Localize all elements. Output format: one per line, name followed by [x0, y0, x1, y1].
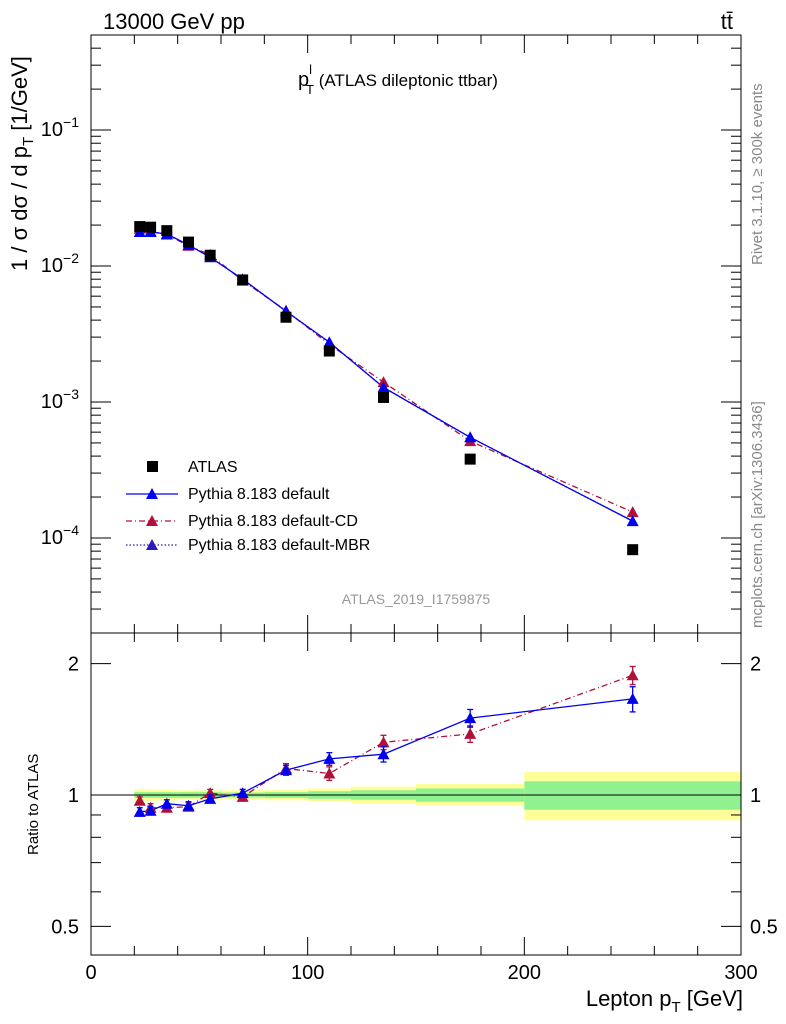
ratio-marker-default [144, 804, 157, 816]
x-tick-label: 200 [508, 962, 541, 984]
x-tick-label: 0 [85, 962, 96, 984]
ratio-marker-default [204, 792, 217, 804]
main-y-tick-labels: 10−4 10−3 10−2 10−1 [41, 114, 79, 549]
marker-default [323, 336, 336, 348]
ratio-marker-default-cd [133, 794, 146, 806]
marker-atlas [464, 453, 476, 465]
x-tick-labels: 0 100 200 300 [85, 962, 757, 984]
ratio-marker-default [280, 764, 292, 776]
marker-atlas [145, 221, 157, 233]
band-inner [524, 781, 741, 810]
marker-atlas [161, 225, 173, 237]
legend-label-mbr: Pythia 8.183 default-MBR [188, 537, 370, 554]
ratio-y-tick-label-right: 2 [750, 654, 761, 676]
main-y-tick-label: 10−4 [41, 522, 79, 549]
main-ylabel-sub: T [20, 137, 37, 146]
x-axis-label-sub: T [671, 999, 680, 1016]
x-axis-label-part1: Lepton p [586, 986, 672, 1011]
ratio-y-tick-label-right: 0.5 [750, 916, 778, 938]
legend-marker-mbr [146, 539, 158, 550]
ratio-marker-default [160, 797, 173, 809]
ratio-marker-default [182, 799, 195, 811]
marker-atlas [280, 311, 292, 323]
marker-atlas [237, 274, 249, 286]
x-axis-label: Lepton pT [GeV] [586, 986, 743, 1016]
main-y-tick-label: 10−2 [41, 250, 79, 277]
main-ylabel-part2: [1/GeV] [7, 56, 32, 137]
plot-title-sup: l [309, 62, 312, 77]
x-axis-label-part2: [GeV] [681, 986, 743, 1011]
x-tick-label: 300 [724, 962, 757, 984]
series-line-default-mbr [139, 231, 633, 522]
legend-marker-cd [146, 515, 158, 526]
ratio-series-layer [133, 665, 639, 817]
ratio-y-tick-label: 2 [68, 654, 79, 676]
plot-title-sub: T [306, 82, 314, 97]
legend-marker-atlas [147, 461, 158, 472]
legend-label-cd: Pythia 8.183 default-CD [188, 513, 358, 530]
ratio-marker-default [626, 692, 639, 704]
ratio-marker-default-cd [323, 767, 336, 779]
ratio-marker-default-cd [626, 669, 639, 681]
marker-default [377, 381, 390, 393]
main-axis-ticks [90, 34, 742, 634]
marker-atlas [627, 544, 639, 556]
ratio-y-tick-labels: 0.5 0.5 1 1 2 2 [51, 654, 778, 939]
series-line-default [139, 231, 633, 522]
plot-title: pl T (ATLAS dileptonic ttbar) [298, 62, 498, 97]
marker-atlas [204, 249, 216, 261]
ratio-y-tick-label: 1 [68, 785, 79, 807]
ratio-marker-default [464, 712, 477, 724]
marker-atlas [378, 391, 389, 403]
plot-title-rest: (ATLAS dileptonic ttbar) [314, 71, 498, 90]
main-y-tick-label: 10−1 [41, 114, 79, 141]
ratio-marker-default-cd [464, 727, 477, 739]
ratio-marker-default-cd [377, 736, 390, 748]
main-y-tick-label: 10−3 [41, 386, 79, 413]
rivet-label: Rivet 3.1.10, ≥ 300k events [749, 83, 766, 265]
marker-atlas [323, 345, 335, 357]
ratio-plot-frame [90, 632, 742, 956]
ratio-marker-default [236, 787, 249, 799]
marker-default-cd [626, 506, 639, 518]
legend-label-default: Pythia 8.183 default [188, 486, 330, 503]
ratio-marker-default [323, 752, 336, 764]
ratio-marker-default [377, 748, 390, 760]
main-series-layer [133, 221, 639, 556]
marker-default [626, 515, 639, 527]
plot-title-main: p [298, 69, 309, 91]
x-tick-label: 100 [291, 962, 324, 984]
main-ylabel: 1 / σ dσ / d pT [1/GeV] [7, 56, 37, 271]
legend-label-atlas: ATLAS [188, 459, 238, 476]
legend-marker-default [146, 488, 158, 499]
ratio-plot-panel: 0.5 0.5 1 1 2 2 0 100 200 300 [51, 632, 778, 984]
analysis-id: ATLAS_2019_I1759875 [342, 591, 491, 607]
main-ylabel-part1: 1 / σ dσ / d p [7, 146, 32, 271]
mcplots-label: mcplots.cern.ch [arXiv:1306.3436] [749, 401, 766, 628]
marker-atlas [183, 236, 194, 248]
process-label: tt̄ [721, 9, 733, 34]
marker-atlas [134, 221, 146, 233]
ratio-ylabel: Ratio to ATLAS [25, 754, 42, 855]
ratio-y-tick-label-right: 1 [750, 785, 761, 807]
ratio-y-tick-label: 0.5 [51, 916, 79, 938]
main-plot-panel: 10−4 10−3 10−2 10−1 pl T (ATLAS dileptonic t… [41, 34, 742, 634]
legend: ATLAS Pythia 8.183 default Pythia 8.183 … [126, 459, 370, 554]
ratio-marker-default [133, 805, 146, 817]
energy-label: 13000 GeV pp [103, 9, 245, 34]
marker-default [464, 431, 477, 443]
